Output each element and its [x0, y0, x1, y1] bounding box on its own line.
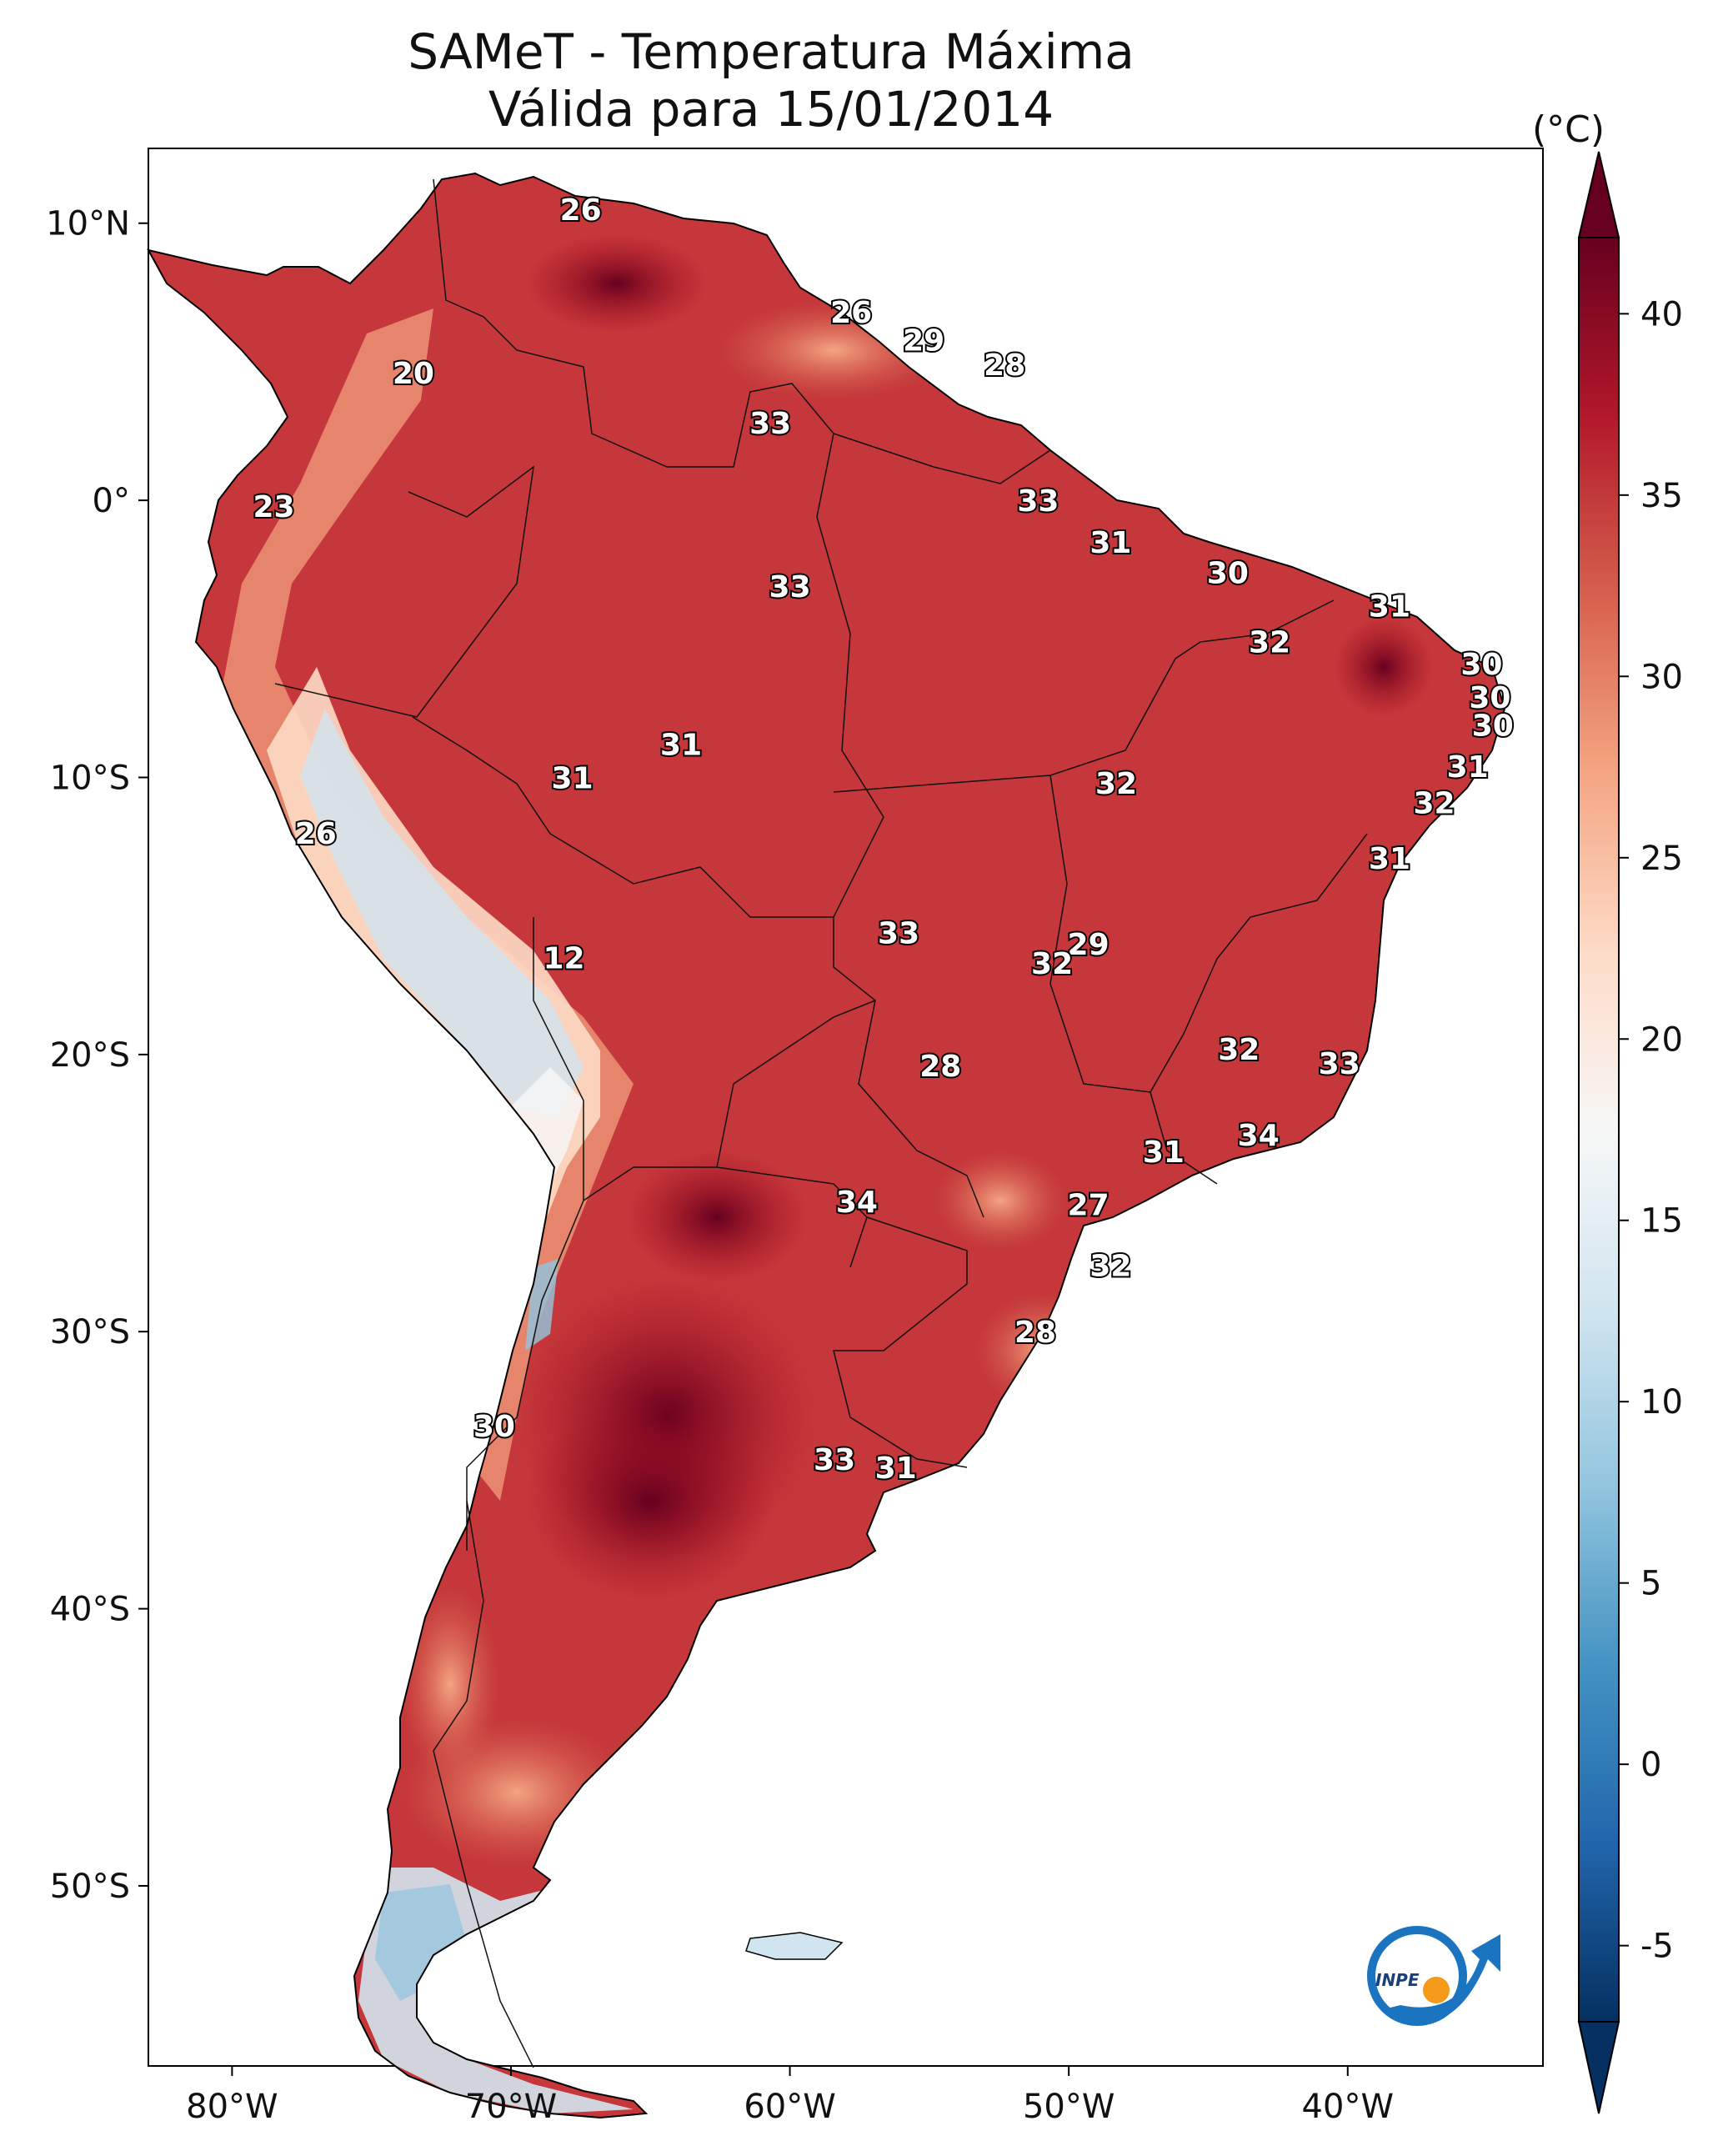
- lon-tick-label: 40°W: [1302, 2088, 1394, 2126]
- station-value-label: 28: [1014, 1316, 1056, 1350]
- colorbar-tick-label: 10: [1640, 1383, 1683, 1421]
- station-value-label: 31: [1089, 526, 1131, 560]
- colorbar-tick-label: 0: [1640, 1746, 1661, 1784]
- lat-tick-label: 30°S: [50, 1313, 130, 1351]
- lat-tick-label: 10°S: [50, 759, 130, 797]
- lon-tick-label: 50°W: [1023, 2088, 1114, 2126]
- station-value-label: 31: [660, 729, 702, 763]
- station-value-label: 26: [830, 296, 872, 330]
- colorbar-tick-label: 20: [1640, 1020, 1683, 1059]
- station-value-label: 30: [1469, 681, 1510, 715]
- falkland-islands: [745, 1932, 844, 1960]
- chart-subtitle: Válida para 15/01/2014: [488, 81, 1054, 138]
- lat-tick-label: 20°S: [50, 1036, 130, 1075]
- station-value-label: 28: [919, 1050, 961, 1084]
- colorbar-tick-label: 15: [1640, 1202, 1683, 1241]
- station-value-label: 32: [1218, 1033, 1260, 1067]
- station-value-label: 12: [543, 942, 584, 976]
- station-value-label: 31: [1369, 842, 1410, 876]
- station-value-label: 33: [1017, 484, 1059, 519]
- lon-tick-label: 60°W: [744, 2088, 835, 2126]
- station-value-label: 31: [1143, 1136, 1185, 1170]
- lat-tick-label: 40°S: [50, 1591, 130, 1629]
- station-value-label: 32: [1031, 947, 1073, 981]
- lon-tick-label: 80°W: [186, 2088, 278, 2126]
- station-value-label: 31: [1369, 589, 1410, 624]
- station-value-label: 28: [984, 348, 1025, 383]
- station-value-label: 32: [1089, 1249, 1131, 1283]
- station-value-label: 30: [1207, 557, 1249, 591]
- station-value-label: 29: [1068, 928, 1109, 962]
- station-value-label: 31: [1447, 750, 1489, 785]
- station-value-label: 30: [1460, 648, 1502, 682]
- colorbar-tick-label: 40: [1640, 295, 1683, 333]
- station-value-label: 34: [836, 1186, 878, 1220]
- colorbar-bar: [1578, 237, 1620, 2023]
- station-value-label: 26: [295, 817, 337, 851]
- station-value-label: 30: [1472, 709, 1514, 743]
- station-value-label: 32: [1249, 626, 1290, 660]
- station-value-label: 26: [560, 193, 602, 228]
- station-value-label: 30: [473, 1410, 515, 1444]
- lat-tick-label: 0°: [93, 482, 130, 520]
- station-value-label: 27: [1068, 1188, 1109, 1222]
- colorbar-tick-label: 35: [1640, 477, 1683, 515]
- station-value-label: 23: [253, 490, 295, 524]
- station-value-label: 33: [769, 570, 811, 604]
- station-value-label: 33: [749, 407, 791, 441]
- station-value-label: 33: [1319, 1047, 1360, 1081]
- colorbar-tick-label: 30: [1640, 658, 1683, 696]
- station-value-label: 32: [1413, 786, 1455, 820]
- colorbar-tick-label: -5: [1640, 1928, 1674, 1966]
- inpe-logo: INPE: [1367, 1926, 1500, 2026]
- station-value-label: 20: [393, 357, 434, 391]
- station-value-label: 29: [903, 323, 944, 358]
- lon-tick-label: 70°W: [465, 2088, 557, 2126]
- lat-tick-label: 10°N: [46, 205, 130, 243]
- station-value-label: 33: [814, 1443, 855, 1477]
- chart-title: SAMeT - Temperatura Máxima: [408, 23, 1134, 80]
- station-value-label: 31: [875, 1452, 917, 1486]
- country-borders: [274, 178, 1368, 2068]
- station-value-label: 34: [1238, 1119, 1280, 1153]
- colorbar-tick-label: 25: [1640, 840, 1683, 878]
- station-value-label: 32: [1095, 767, 1137, 801]
- logo-text: INPE: [1375, 1970, 1420, 1990]
- colorbar-unit: (°C): [1532, 108, 1605, 151]
- station-value-label: 31: [552, 761, 594, 795]
- colorbar: 40 35 30 25 20 15 10 5 0 -5: [1577, 151, 1683, 2114]
- station-value-label: 33: [878, 917, 919, 951]
- colorbar-tick-label: 5: [1640, 1565, 1661, 1603]
- colorbar-min-arrow: [1577, 2021, 1620, 2114]
- colorbar-max-arrow: [1577, 151, 1620, 238]
- lat-tick-label: 50°S: [50, 1868, 130, 1906]
